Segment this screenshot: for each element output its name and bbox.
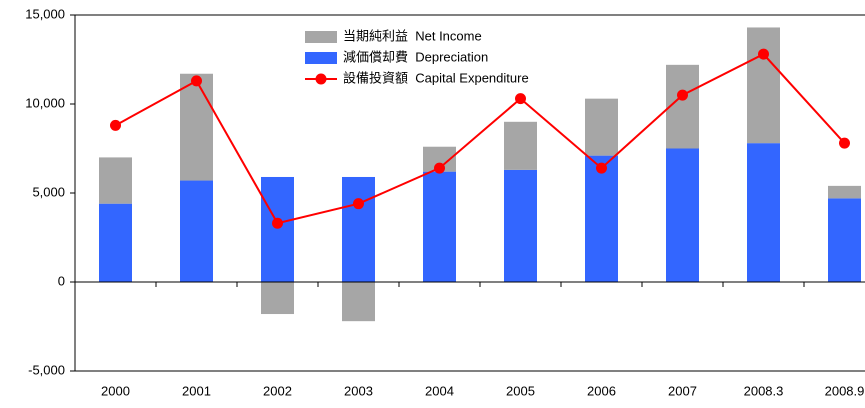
bar [261,176,294,282]
bar [504,121,537,170]
x-tick-label: 2005 [506,383,535,398]
bar [99,157,132,204]
line-marker [110,119,121,131]
bar [180,180,213,282]
bar [585,98,618,156]
x-tick-label: 2006 [587,383,616,398]
x-tick-label: 2003 [344,383,373,398]
legend-swatch [315,73,327,85]
legend-label: 当期純利益 Net Income [343,28,482,43]
legend-swatch [305,31,337,43]
x-tick-label: 2000 [101,383,130,398]
x-tick-label: 2008.3 [744,383,784,398]
line-marker [515,93,526,105]
y-tick-label: 0 [58,273,65,288]
bar [747,143,780,282]
line-marker [596,162,607,174]
bar [585,155,618,282]
legend-label: 設備投資額 Capital Expenditure [343,70,529,85]
bar [423,171,456,282]
x-tick-label: 2004 [425,383,454,398]
line-marker [272,217,283,229]
bar [666,64,699,149]
line-marker [758,48,769,60]
line-marker [353,198,364,210]
y-tick-label: 15,000 [25,6,65,21]
bar [828,185,861,199]
x-tick-label: 2007 [668,383,697,398]
bar [180,73,213,181]
x-tick-label: 2008.9 [825,383,865,398]
bar [261,282,294,315]
y-tick-label: 10,000 [25,95,65,110]
x-tick-label: 2002 [263,383,292,398]
y-tick-label: 5,000 [32,184,65,199]
bar [747,27,780,144]
x-tick-label: 2001 [182,383,211,398]
bar [828,198,861,282]
bar [504,169,537,282]
line-marker [677,89,688,101]
legend-label: 減価償却費 Depreciation [343,49,488,64]
bar [666,148,699,282]
bar [99,203,132,282]
y-tick-label: -5,000 [28,362,65,377]
line-marker [839,137,850,149]
bar [342,176,375,282]
line [115,52,846,225]
bar [342,282,375,322]
line-marker [434,162,445,174]
line-marker [191,75,202,87]
legend-swatch [305,52,337,64]
